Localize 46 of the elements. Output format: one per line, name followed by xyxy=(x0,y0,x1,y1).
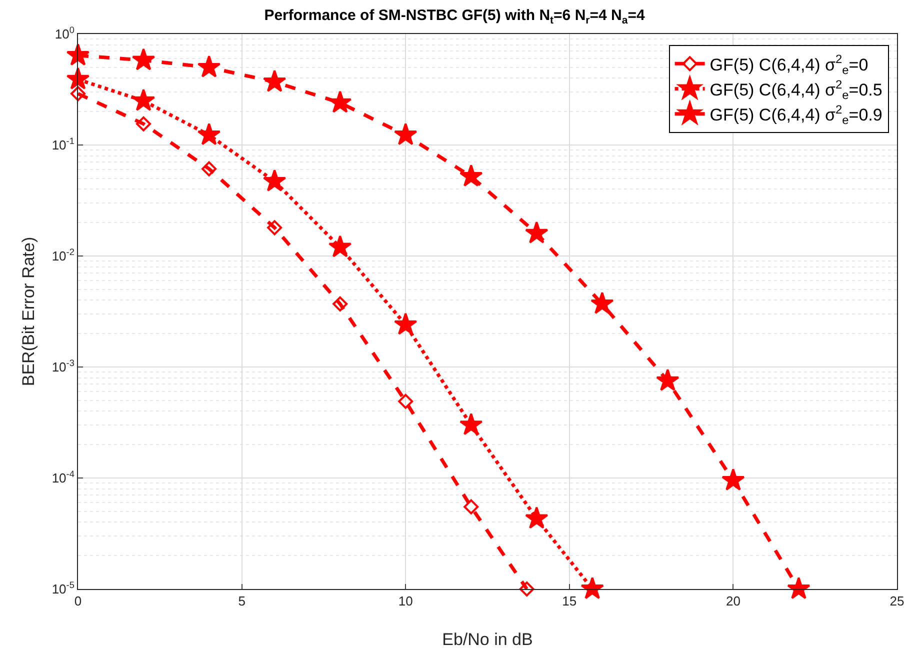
legend-label: GF(5) C(6,4,4) σ$^{2}$$_{e}$=0.5 xyxy=(710,77,882,102)
point xyxy=(590,292,614,314)
point xyxy=(722,468,745,491)
x-tick-label: 5 xyxy=(238,594,246,609)
point xyxy=(459,164,483,187)
point xyxy=(132,88,156,111)
point xyxy=(66,43,90,66)
y-tick-label: 10$^{0}$ xyxy=(54,25,74,42)
point xyxy=(787,576,810,600)
legend-label: GF(5) C(6,4,4) σ$^{2}$$_{e}$=0.9 xyxy=(710,102,882,128)
y-tick-label: 10$^{-3}$ xyxy=(52,358,74,375)
point xyxy=(656,368,680,391)
x-tick-label: 15 xyxy=(562,594,577,609)
x-axis-title: Eb/No in dB xyxy=(442,630,533,649)
point xyxy=(267,220,282,236)
point xyxy=(262,169,286,192)
point xyxy=(398,394,414,409)
point xyxy=(66,67,90,90)
x-tick-label: 20 xyxy=(726,594,740,609)
point xyxy=(459,412,483,436)
x-tick-label: 0 xyxy=(74,594,82,609)
y-tick-label: 10$^{-2}$ xyxy=(52,247,74,264)
point xyxy=(524,506,548,529)
point xyxy=(394,122,418,146)
legend-label: GF(5) C(6,4,4) σ$^{2}$$_{e}$=0 xyxy=(710,52,868,77)
y-tick-label: 10$^{-4}$ xyxy=(52,469,74,486)
point xyxy=(464,499,479,514)
x-tick-label: 25 xyxy=(890,594,904,609)
point xyxy=(70,86,86,102)
point xyxy=(580,576,604,600)
point xyxy=(332,296,348,312)
y-axis-title: BER(Bit Error Rate) xyxy=(19,236,38,386)
point xyxy=(132,48,156,70)
point xyxy=(136,116,152,132)
point xyxy=(519,582,534,596)
chart-title: Performance of SM-NSTBC GF(5) with N$_{t}$=6 N$_{r}$=4 N$_{a}$=4 xyxy=(264,7,646,26)
y-tick-label: 10$^{-1}$ xyxy=(52,136,74,153)
point xyxy=(262,70,286,92)
point xyxy=(524,221,548,244)
point xyxy=(197,55,221,78)
point xyxy=(197,122,221,146)
x-tick-label: 10 xyxy=(398,594,413,609)
point xyxy=(202,161,217,176)
y-tick-label: 10$^{-5}$ xyxy=(52,580,74,597)
point xyxy=(328,235,352,258)
point xyxy=(394,312,418,335)
